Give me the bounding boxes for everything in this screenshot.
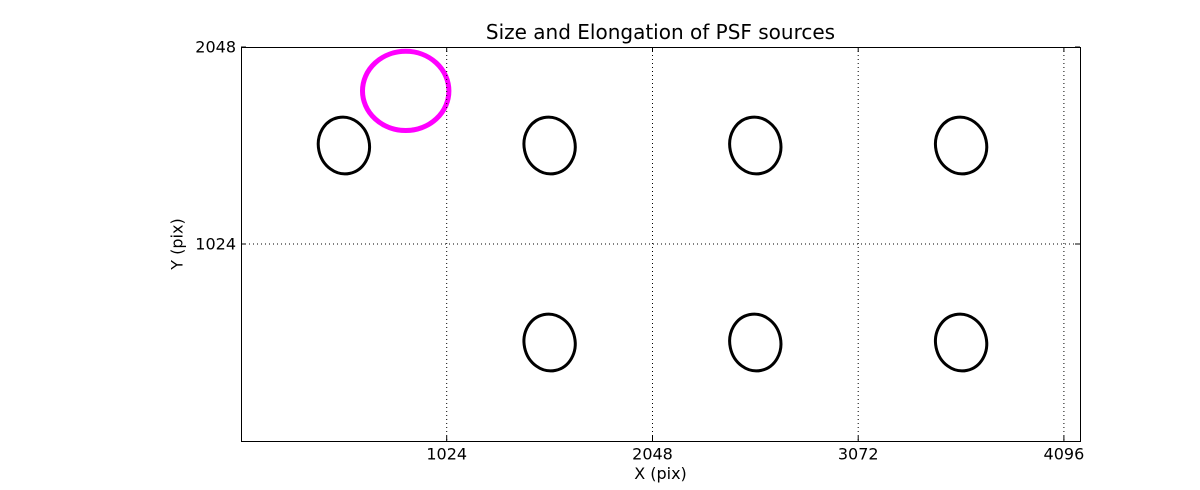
psf-source-ellipses bbox=[933, 312, 989, 373]
x-tick-label: 1024 bbox=[426, 444, 468, 464]
axes-spines bbox=[241, 47, 1081, 442]
psf-source-ellipses bbox=[522, 115, 577, 176]
y-tick-label: 2048 bbox=[195, 37, 236, 57]
psf-source-ellipses bbox=[933, 115, 989, 176]
x-tick-label: 2048 bbox=[632, 444, 673, 464]
psf-source-ellipses bbox=[728, 312, 783, 373]
y-axis-label: Y (pix) bbox=[167, 218, 187, 270]
x-tick-label: 3072 bbox=[837, 444, 879, 464]
x-tick-label: 4096 bbox=[1043, 444, 1085, 464]
x-axis-label: X (pix) bbox=[634, 464, 687, 483]
psf-source-ellipses bbox=[316, 115, 372, 176]
psf-source-ellipses bbox=[522, 312, 577, 373]
chart-title: Size and Elongation of PSF sources bbox=[485, 20, 836, 44]
y-tick-label: 1024 bbox=[195, 234, 236, 254]
highlighted-source-ellipse bbox=[360, 48, 452, 133]
psf-source-ellipses bbox=[728, 115, 783, 176]
